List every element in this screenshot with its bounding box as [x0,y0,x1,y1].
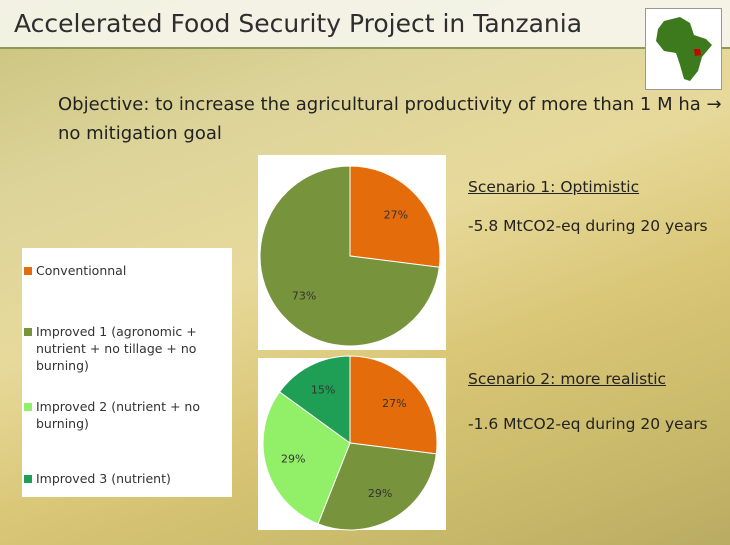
pie-slice [259,165,440,347]
data-label: 27% [384,209,408,222]
data-label: 27% [382,397,406,410]
scenario-title: Scenario 1: Optimistic [468,178,640,196]
data-label: 29% [368,487,392,500]
slide-title: Accelerated Food Security Project in Tan… [14,9,583,38]
legend-label: Improved 1 (agronomic + nutrient + no ti… [36,324,197,373]
data-label: 15% [311,383,335,396]
legend-label: Conventionnal [36,263,127,278]
africa-map [645,8,722,90]
pie-slice [349,355,438,455]
pie-slice [262,391,351,525]
legend-label: Improved 2 (nutrient + no burning) [36,399,200,431]
legend-swatch [24,403,32,411]
objective: Objective: to increase the agricultural … [58,94,722,144]
data-label: 73% [292,289,316,302]
scenario-title: Scenario 2: more realistic [468,370,667,388]
data-label: 29% [281,453,305,466]
scenario-annotation: -1.6 MtCO2-eq during 20 years [468,415,708,433]
pie-slice [278,355,351,444]
legend-label: Improved 3 (nutrient) [36,471,171,486]
legend-swatch [24,328,32,336]
legend-swatch [24,475,32,483]
legend-swatch [24,267,32,275]
legend [22,248,232,497]
title-bar [0,0,730,49]
pie-slice [349,165,441,268]
pie-slice [317,442,437,531]
scenario-annotation: -5.8 MtCO2-eq during 20 years [468,217,708,235]
